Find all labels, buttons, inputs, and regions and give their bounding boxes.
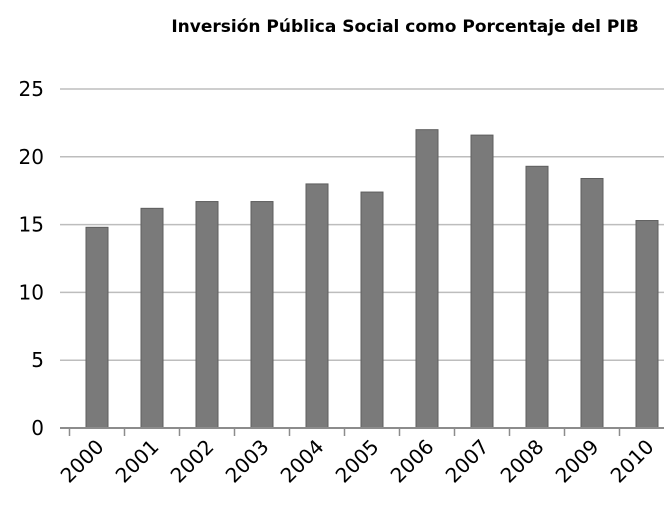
x-tick-label: 2003 — [221, 435, 274, 488]
x-tick-label: 2004 — [276, 435, 329, 488]
x-tick-label: 2010 — [606, 435, 659, 488]
chart-title: Inversión Pública Social como Porcentaje… — [171, 17, 639, 37]
y-tick-label: 15 — [19, 213, 44, 237]
x-tick-label: 2009 — [551, 435, 604, 488]
x-tick-label: 2005 — [331, 435, 384, 488]
bars — [85, 129, 659, 429]
y-tick-label: 10 — [19, 280, 44, 304]
bar-2010 — [635, 220, 659, 429]
bar-2008 — [525, 165, 549, 429]
x-tick-label: 2001 — [111, 435, 164, 488]
bar-2003 — [250, 201, 274, 429]
y-tick-label: 0 — [31, 416, 44, 440]
bar-2000 — [85, 226, 109, 429]
axes — [60, 427, 664, 436]
y-tick-label: 20 — [19, 145, 44, 169]
bar-2006 — [415, 129, 439, 429]
x-tick-labels: 2000 2001 2002 2003 2004 2005 2006 2007 2008 2009… — [56, 435, 659, 488]
bar-2002 — [195, 201, 219, 429]
bar-2009 — [580, 177, 604, 429]
y-tick-labels: 0 5 10 15 20 25 — [19, 77, 44, 440]
bar-2001 — [140, 207, 164, 429]
x-tick-label: 2007 — [441, 435, 494, 488]
y-tick-label: 25 — [19, 77, 44, 101]
x-tick-label: 2000 — [56, 435, 109, 488]
x-tick-label: 2002 — [166, 435, 219, 488]
bar-2007 — [470, 134, 494, 429]
x-tick-label: 2008 — [496, 435, 549, 488]
y-tick-label: 5 — [31, 348, 44, 372]
bar-2004 — [305, 183, 329, 429]
bar-2005 — [360, 191, 384, 429]
x-tick-label: 2006 — [386, 435, 439, 488]
